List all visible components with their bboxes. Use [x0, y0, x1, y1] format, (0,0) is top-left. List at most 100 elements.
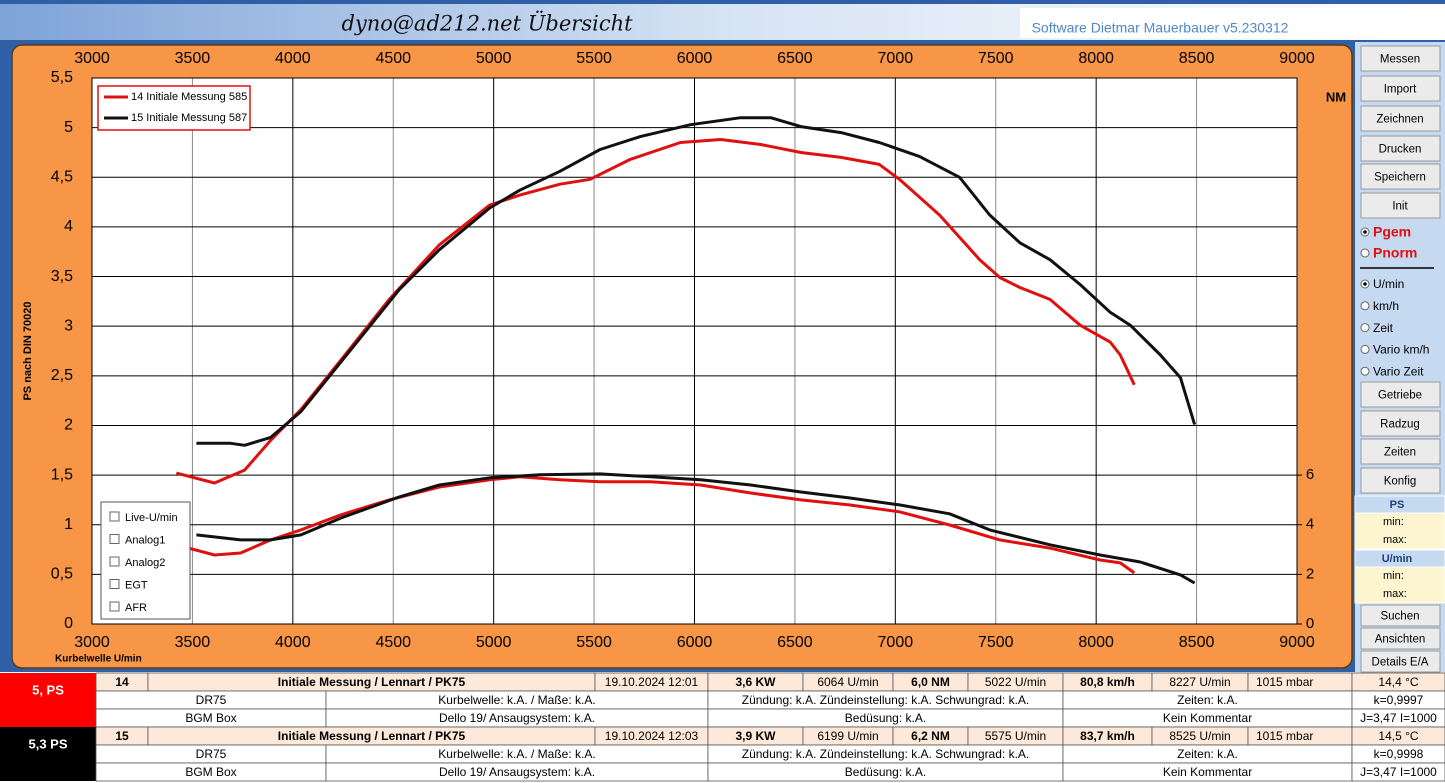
radio-label[interactable]: km/h [1373, 299, 1399, 313]
checkbox[interactable] [109, 556, 120, 567]
checkbox[interactable] [109, 579, 120, 589]
button[interactable] [1360, 45, 1441, 72]
x-tick-label: 7000 [878, 634, 914, 651]
checkbox[interactable] [109, 601, 120, 612]
run-summary-text: 5,3 PS [28, 736, 67, 751]
cell-text: 14 [115, 675, 129, 689]
x-tick-label: 8000 [1078, 634, 1114, 651]
button-label[interactable]: Radzug [1380, 419, 1420, 431]
button[interactable] [1360, 438, 1441, 465]
cell-text: DR75 [196, 693, 227, 707]
button[interactable] [1360, 627, 1441, 650]
button[interactable] [1360, 410, 1441, 437]
button[interactable] [1360, 105, 1441, 132]
cell-text: Kurbelwelle: k.A. / Maße: k.A. [438, 693, 595, 707]
cell-text: Kein Kommentar [1163, 765, 1252, 779]
button-label[interactable]: Konfig [1384, 476, 1417, 488]
cell-text: Initiale Messung / Lennart / PK75 [278, 675, 466, 689]
checkbox-label[interactable]: Live-U/min [125, 512, 178, 524]
x-tick-label: 6500 [777, 634, 813, 651]
y-axis-label: PS nach DIN 70020 [22, 301, 34, 400]
run-summary [0, 673, 96, 727]
radio-label[interactable]: Vario km/h [1373, 343, 1429, 357]
cell-text: Initiale Messung / Lennart / PK75 [278, 729, 466, 743]
x-tick-label-top: 8000 [1078, 50, 1114, 67]
button[interactable] [1360, 75, 1441, 102]
cell-text: 19.10.2024 12:01 [605, 675, 699, 689]
radio[interactable] [1360, 248, 1370, 258]
x-tick-label-top: 5000 [476, 50, 512, 67]
cell-text: Dello 19/ Ansaugsystem: k.A. [439, 765, 595, 779]
checkbox-label[interactable]: Analog2 [125, 557, 165, 569]
run-summary [0, 727, 96, 781]
button-label[interactable]: Zeiten [1384, 447, 1416, 459]
radio[interactable] [1360, 323, 1370, 333]
run-summary-text: 5, PS [32, 682, 64, 697]
radio[interactable] [1360, 366, 1370, 376]
button-label[interactable]: Import [1384, 84, 1417, 96]
cell-text: Zeiten: k.A. [1177, 693, 1238, 707]
checkbox-label[interactable]: Analog1 [125, 534, 165, 546]
y-tick-label: 2,5 [51, 367, 73, 384]
cell-text: 14,5 °C [1378, 729, 1418, 743]
radio-label[interactable]: Zeit [1373, 321, 1394, 335]
y-tick-label: 0 [64, 615, 73, 632]
y2-tick-label: 6 [1306, 466, 1314, 483]
x-tick-label: 8500 [1179, 634, 1215, 651]
radio-label[interactable]: U/min [1373, 277, 1404, 291]
x-tick-label-top: 3000 [74, 50, 110, 67]
button[interactable] [1360, 604, 1441, 627]
x-tick-label: 4000 [275, 634, 311, 651]
radio[interactable] [1360, 344, 1370, 354]
x-tick-label-top: 6500 [777, 50, 813, 67]
info-body [1354, 512, 1445, 550]
data-line [196, 472, 1196, 585]
checkbox-label[interactable]: AFR [125, 602, 147, 614]
cell-text: J=3,47 I=1000 [1360, 765, 1437, 779]
checkbox[interactable] [109, 511, 120, 522]
button-label[interactable]: Drucken [1379, 144, 1422, 156]
radio-label[interactable]: Vario Zeit [1373, 364, 1424, 378]
button-label[interactable]: Details E/A [1372, 657, 1429, 669]
button-label[interactable]: Init [1392, 201, 1408, 213]
cell-text: 6199 U/min [817, 729, 878, 743]
button-label[interactable]: Suchen [1380, 611, 1419, 623]
legend-label: 14 Initiale Messung 585 [131, 91, 247, 103]
x-tick-label: 4500 [375, 634, 411, 651]
x-tick-label-top: 7500 [978, 50, 1014, 67]
checkbox[interactable] [109, 534, 120, 544]
button[interactable] [1360, 467, 1441, 494]
cell-text: 3,6 KW [735, 675, 776, 689]
cell-text: k=0,9998 [1374, 747, 1424, 761]
legend-box [97, 85, 251, 131]
radio[interactable] [1360, 301, 1370, 311]
button[interactable] [1360, 650, 1441, 673]
info-title: U/min [1382, 553, 1413, 565]
x-tick-label: 5500 [576, 634, 612, 651]
radio-label[interactable]: Pnorm [1373, 245, 1417, 261]
button[interactable] [1360, 381, 1441, 408]
button-label[interactable]: Ansichten [1375, 634, 1426, 646]
radio-label[interactable]: Pgem [1373, 224, 1411, 240]
x-tick-label-top: 8500 [1179, 50, 1215, 67]
cell-text: Bedüsung: k.A. [845, 711, 926, 725]
button[interactable] [1360, 135, 1441, 162]
x-tick-label-top: 6000 [677, 50, 713, 67]
legend-label: 15 Initiale Messung 587 [131, 112, 247, 124]
cell-text: 80,8 km/h [1080, 675, 1135, 689]
button[interactable] [1360, 163, 1441, 190]
cell-text: k=0,9997 [1374, 693, 1424, 707]
y2-axis-label: NM [1326, 89, 1346, 104]
y-tick-label: 3,5 [51, 268, 73, 285]
data-line [196, 116, 1197, 447]
button[interactable] [1360, 192, 1441, 219]
cell-text: 5575 U/min [985, 729, 1046, 743]
button-label[interactable]: Zeichnen [1376, 114, 1423, 126]
button-label[interactable]: Getriebe [1378, 390, 1422, 402]
y2-tick-label: 2 [1306, 565, 1314, 582]
cell-text: 83,7 km/h [1080, 729, 1135, 743]
button-label[interactable]: Speichern [1374, 172, 1426, 184]
checkbox-label[interactable]: EGT [125, 579, 148, 591]
button-label[interactable]: Messen [1380, 54, 1420, 66]
cell-text: J=3,47 I=1000 [1360, 711, 1437, 725]
